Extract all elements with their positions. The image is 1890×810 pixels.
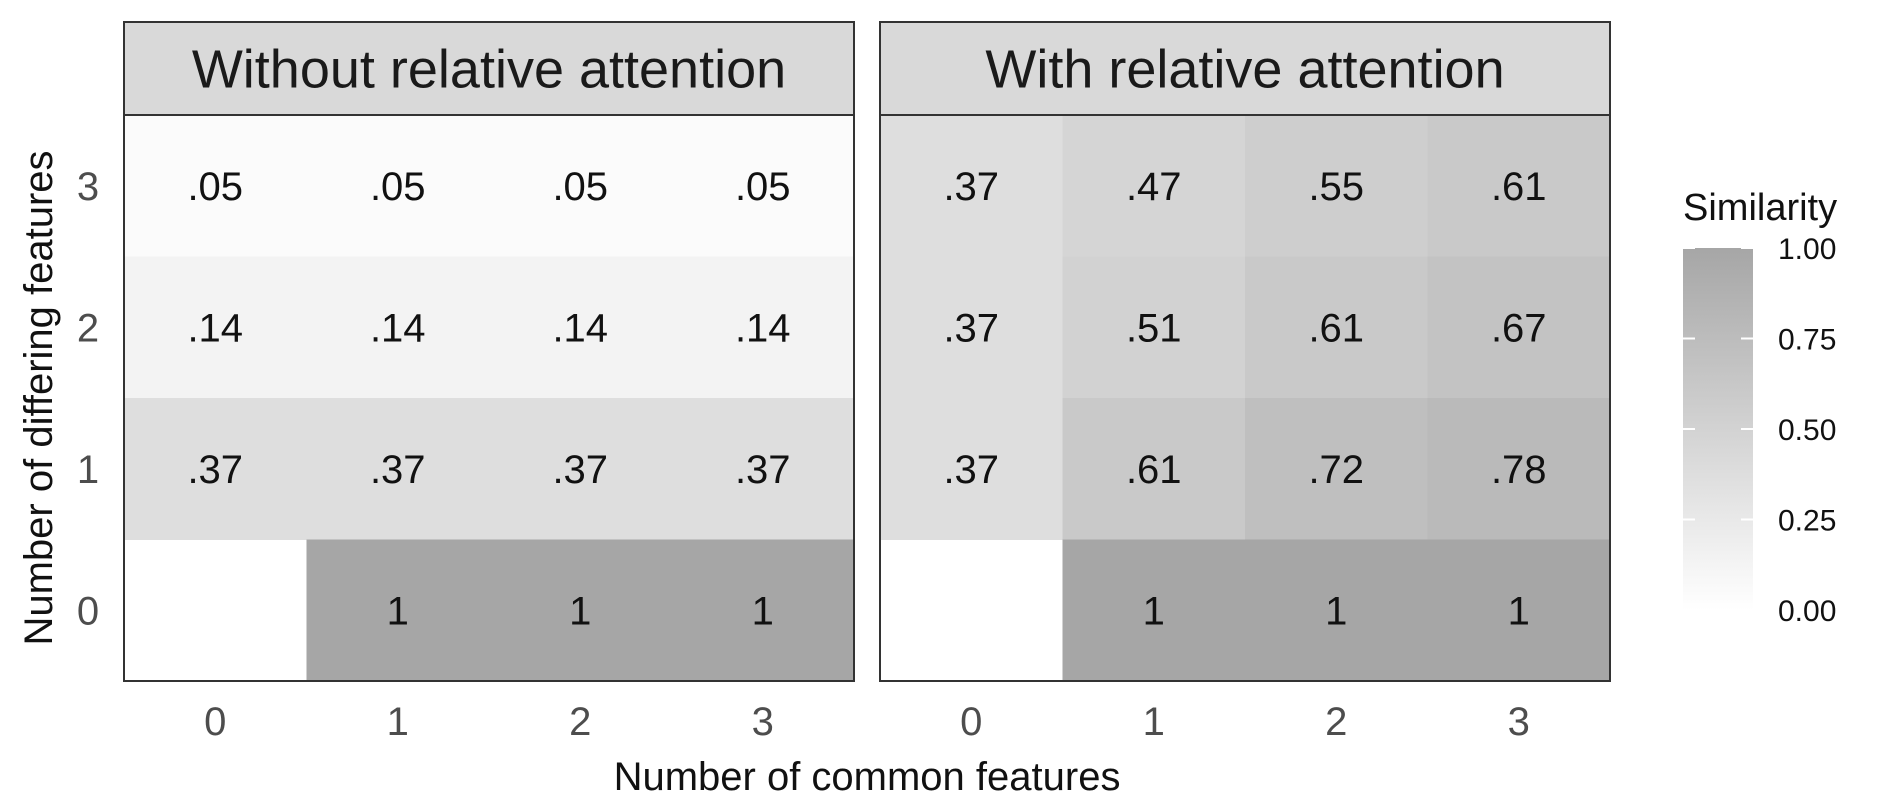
cell-value-label: .37: [187, 448, 243, 492]
cell-value-label: .05: [735, 165, 791, 209]
heatmap-cell: [489, 115, 672, 257]
cell-value-label: .37: [370, 448, 426, 492]
heatmap-cell: [1062, 256, 1246, 399]
cell-value-label: .61: [1308, 306, 1364, 350]
heatmap-cell: [489, 256, 672, 399]
cell-value-label: .05: [370, 165, 426, 209]
cell-value-label: .61: [1126, 448, 1182, 492]
heatmap-cell: [124, 256, 307, 399]
facet-title-1: With relative attention: [985, 40, 1504, 100]
x-axis-title: Number of common features: [614, 755, 1121, 799]
cell-value-label: .47: [1126, 165, 1182, 209]
cell-value-label: .37: [735, 448, 791, 492]
heatmap-cell: [1427, 115, 1611, 257]
x-tick-label: 1: [1143, 700, 1165, 744]
heatmap-cell: [1062, 398, 1246, 540]
x-tick-label: 1: [387, 700, 409, 744]
heatmap-cell: [306, 115, 490, 257]
cell-value-label: .37: [943, 165, 999, 209]
heatmap-cell: [1427, 256, 1611, 399]
y-axis-title: Number of differing features: [17, 150, 61, 645]
x-tick-label: 0: [960, 700, 982, 744]
cell-value-label: 1: [569, 589, 591, 633]
facet-title-0: Without relative attention: [192, 40, 786, 100]
heatmap-cell: [671, 398, 855, 540]
x-tick-label: 2: [569, 700, 591, 744]
heatmap-cell: [880, 256, 1063, 399]
x-tick-label: 3: [1508, 700, 1530, 744]
heatmap-cell: [1427, 539, 1611, 682]
cell-value-label: .37: [943, 306, 999, 350]
legend-tick-label: 1.00: [1778, 233, 1836, 266]
heatmap-cell: [124, 398, 307, 540]
cell-value-label: 1: [387, 589, 409, 633]
heatmap-cell: [1062, 115, 1246, 257]
facet-strip-0: [123, 21, 855, 116]
cell-value-label: 1: [752, 589, 774, 633]
y-tick-label: 3: [77, 165, 99, 209]
legend-tick-label: 0.00: [1778, 595, 1836, 628]
heatmap-cell: [1245, 539, 1428, 682]
y-tick-label: 0: [77, 589, 99, 633]
heatmap-cell: [671, 115, 855, 257]
cell-value-label: 1: [1508, 589, 1530, 633]
heatmap-cell: [880, 115, 1063, 257]
heatmap-cell: [1427, 398, 1611, 540]
cell-value-label: .14: [735, 306, 791, 350]
cell-value-label: .37: [943, 448, 999, 492]
legend-tick-label: 0.50: [1778, 414, 1836, 447]
cell-value-label: .67: [1491, 306, 1547, 350]
panel-border-1: [879, 114, 1611, 682]
cell-value-label: .05: [187, 165, 243, 209]
heatmap-cell: [671, 539, 855, 682]
x-tick-label: 3: [752, 700, 774, 744]
cell-value-label: 1: [1325, 589, 1347, 633]
cell-value-label: .05: [552, 165, 608, 209]
legend-title: Similarity: [1683, 187, 1837, 229]
y-tick-label: 2: [77, 306, 99, 350]
facet-strip-1: [879, 21, 1611, 116]
heatmap-cell: [880, 398, 1063, 540]
cell-value-label: 1: [1143, 589, 1165, 633]
heatmap-cell: [1062, 539, 1246, 682]
heatmap-cell: [1245, 256, 1428, 399]
heatmap-cell: [489, 398, 672, 540]
heatmap-cell: [671, 256, 855, 399]
heatmap-cell: [306, 398, 490, 540]
heatmap-cell: [489, 539, 672, 682]
y-tick-label: 1: [77, 448, 99, 492]
heatmap-cell: [306, 256, 490, 399]
cell-value-label: .37: [552, 448, 608, 492]
cell-value-label: .72: [1308, 448, 1364, 492]
legend-tick-label: 0.25: [1778, 505, 1836, 538]
heatmap-cell: [124, 115, 307, 257]
legend-tick-label: 0.75: [1778, 324, 1836, 357]
cell-value-label: .78: [1491, 448, 1547, 492]
cell-value-label: .14: [552, 306, 608, 350]
cell-value-label: .55: [1308, 165, 1364, 209]
cell-value-label: .14: [370, 306, 426, 350]
cell-value-label: .61: [1491, 165, 1547, 209]
x-tick-label: 0: [204, 700, 226, 744]
heatmap-cell: [306, 539, 490, 682]
cell-value-label: .14: [187, 306, 243, 350]
x-tick-label: 2: [1325, 700, 1347, 744]
cell-value-label: .51: [1126, 306, 1182, 350]
heatmap-cell: [1245, 115, 1428, 257]
heatmap-cell: [1245, 398, 1428, 540]
panel-border-0: [123, 114, 855, 682]
